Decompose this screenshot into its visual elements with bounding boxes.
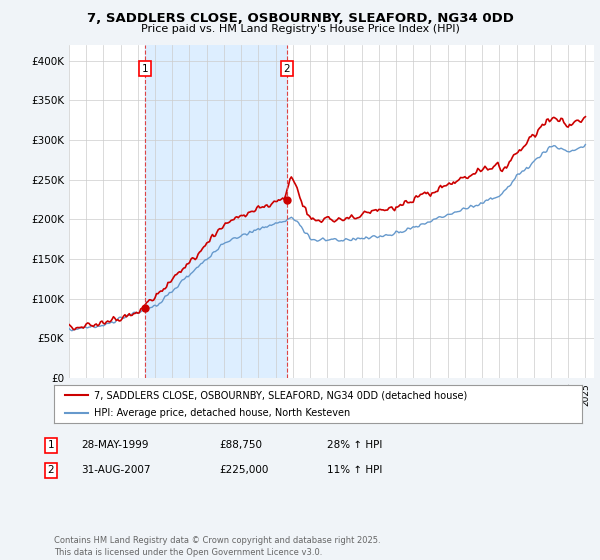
- Text: £88,750: £88,750: [219, 440, 262, 450]
- Text: Price paid vs. HM Land Registry's House Price Index (HPI): Price paid vs. HM Land Registry's House …: [140, 24, 460, 34]
- Text: HPI: Average price, detached house, North Kesteven: HPI: Average price, detached house, Nort…: [94, 408, 350, 418]
- Text: 1: 1: [47, 440, 55, 450]
- Text: 28% ↑ HPI: 28% ↑ HPI: [327, 440, 382, 450]
- Text: 31-AUG-2007: 31-AUG-2007: [81, 465, 151, 475]
- Text: 2: 2: [47, 465, 55, 475]
- Text: 1: 1: [142, 64, 148, 73]
- Bar: [145, 45, 287, 378]
- Text: 7, SADDLERS CLOSE, OSBOURNBY, SLEAFORD, NG34 0DD (detached house): 7, SADDLERS CLOSE, OSBOURNBY, SLEAFORD, …: [94, 390, 467, 400]
- Text: 7, SADDLERS CLOSE, OSBOURNBY, SLEAFORD, NG34 0DD: 7, SADDLERS CLOSE, OSBOURNBY, SLEAFORD, …: [86, 12, 514, 25]
- Text: 11% ↑ HPI: 11% ↑ HPI: [327, 465, 382, 475]
- Text: Contains HM Land Registry data © Crown copyright and database right 2025.
This d: Contains HM Land Registry data © Crown c…: [54, 536, 380, 557]
- Text: 28-MAY-1999: 28-MAY-1999: [81, 440, 149, 450]
- Text: £225,000: £225,000: [219, 465, 268, 475]
- Text: 2: 2: [284, 64, 290, 73]
